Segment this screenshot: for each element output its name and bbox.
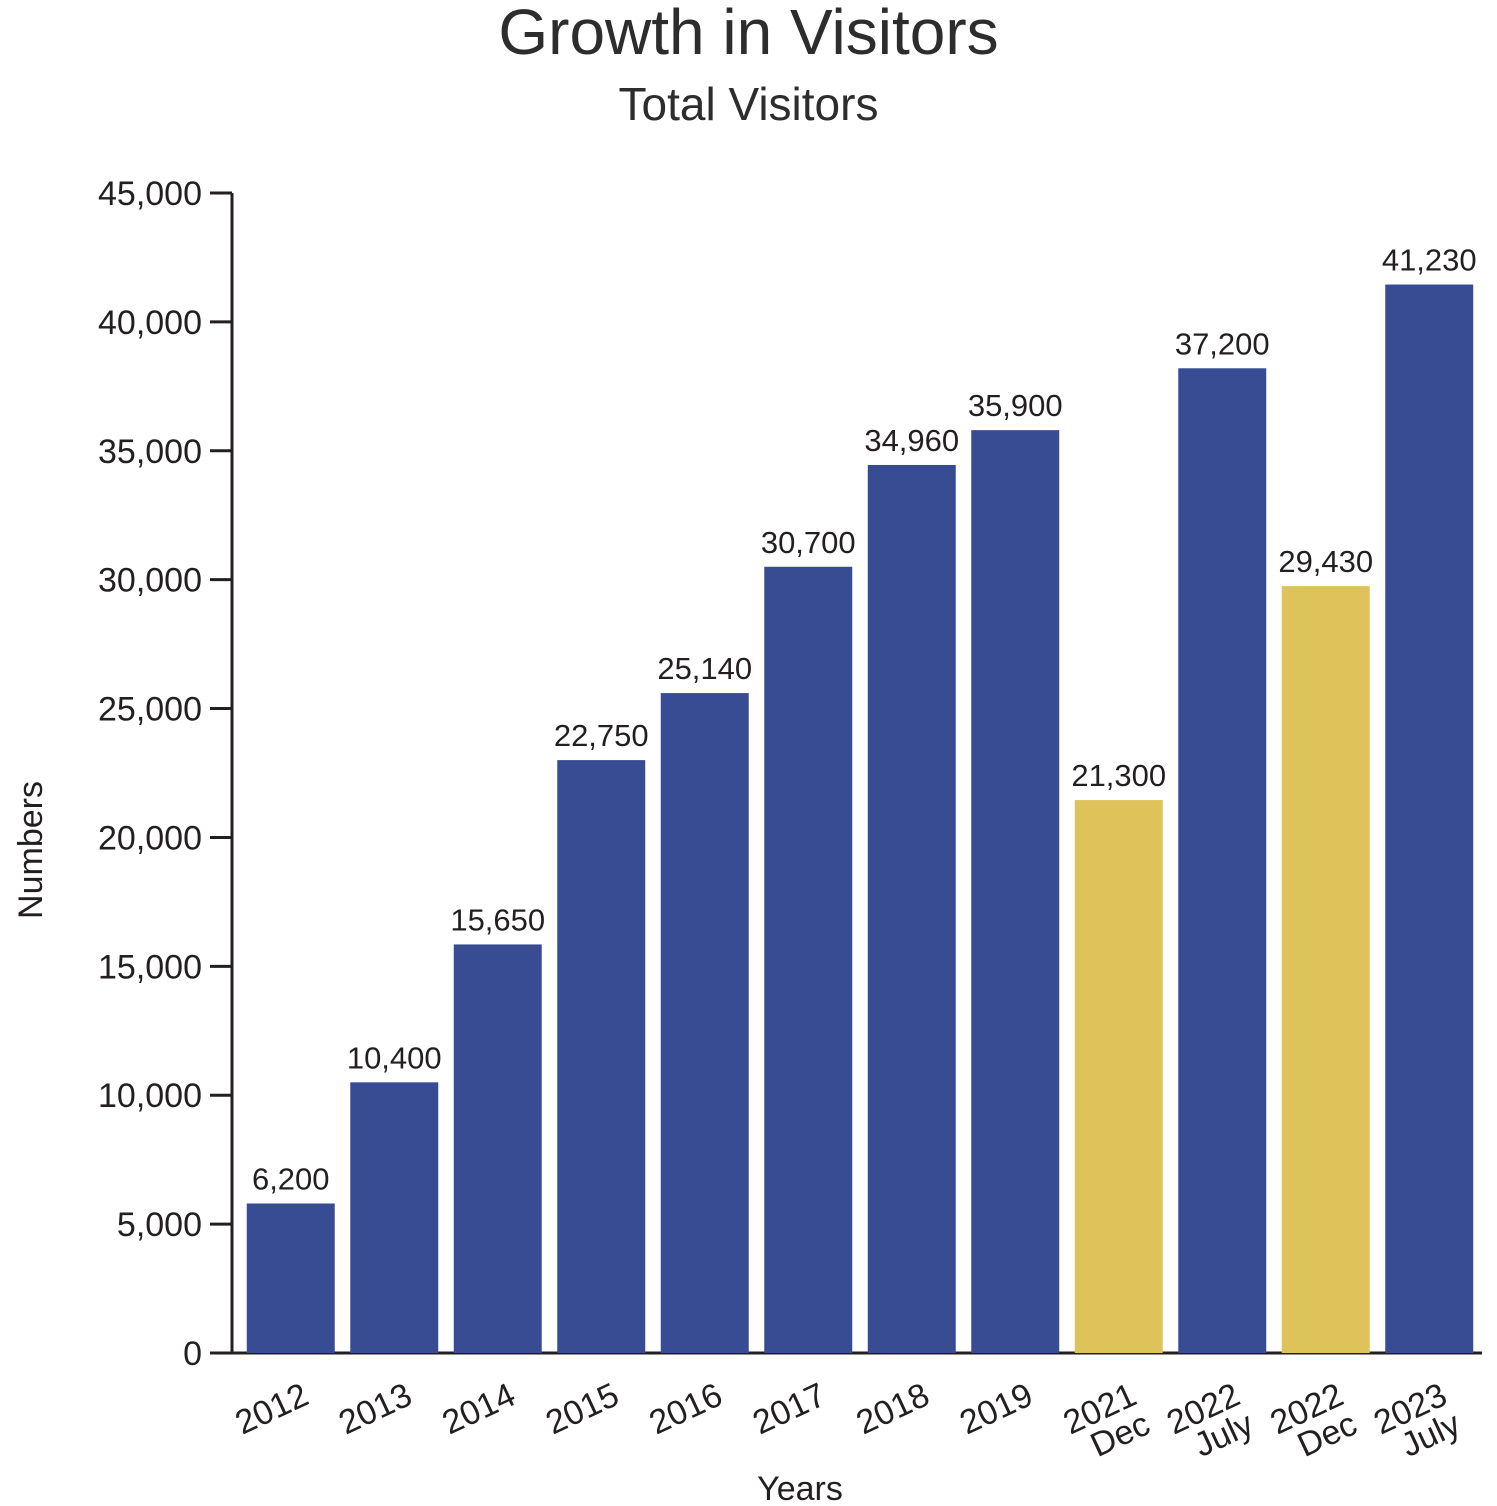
value-label: 25,140 [657,651,752,686]
value-label: 22,750 [554,718,649,753]
x-category-label-line: 2013 [333,1376,418,1442]
value-label: 30,700 [761,525,856,560]
x-category-label: 2014 [437,1376,522,1442]
x-category-label: 2019 [954,1376,1039,1442]
x-category-label-line: 2014 [437,1376,522,1442]
x-category-label-line: 2015 [540,1376,625,1442]
x-category-label: 2016 [644,1376,729,1442]
bar [1281,586,1370,1353]
value-label: 41,230 [1382,243,1477,278]
bar [764,566,853,1353]
x-category-label-line: 2019 [954,1376,1039,1442]
x-category-label: 2018 [851,1376,936,1442]
bar [246,1203,335,1353]
value-label: 15,650 [450,902,545,937]
value-label: 29,430 [1278,544,1373,579]
bar [557,760,646,1353]
bar [867,464,956,1353]
y-tick-label: 40,000 [98,304,202,342]
bar [1178,368,1267,1353]
y-axis-title: Numbers [12,781,50,919]
x-category-label: 2015 [540,1376,625,1442]
bars [246,284,1474,1354]
value-label: 10,400 [347,1040,442,1075]
bar [1074,800,1163,1353]
y-tick-label: 35,000 [98,433,202,471]
value-label: 35,900 [968,388,1063,423]
y-tick-label: 0 [183,1335,202,1373]
value-label: 37,200 [1175,326,1270,361]
y-tick-label: 45,000 [98,175,202,213]
axes [230,193,1482,1355]
chart-title: Growth in Visitors [498,0,999,68]
chart-subtitle: Total Visitors [618,78,879,130]
x-category-label: 2012 [230,1376,315,1442]
bar [660,693,749,1353]
y-tick-label: 25,000 [98,691,202,729]
x-category-label-line: 2018 [851,1376,936,1442]
bar [971,430,1060,1354]
value-label: 34,960 [864,423,959,458]
x-category-label-line: 2012 [230,1376,315,1442]
y-tick-label: 15,000 [98,948,202,986]
y-tick-label: 5,000 [117,1206,202,1244]
value-label: 21,300 [1071,758,1166,793]
bar [350,1082,439,1353]
value-label: 6,200 [252,1161,330,1196]
x-category-label-line: 2017 [747,1376,832,1442]
y-ticks: 0 5,000 10,000 15,000 20,000 25,000 30,000 35,0… [98,175,232,1373]
x-axis-title: Years [757,1470,843,1506]
bar [453,944,542,1353]
bar [1385,284,1474,1353]
y-tick-label: 20,000 [98,819,202,857]
x-category-label-line: 2016 [644,1376,729,1442]
y-tick-label: 30,000 [98,562,202,600]
y-tick-label: 10,000 [98,1077,202,1115]
x-category-label: 2013 [333,1376,418,1442]
x-category-label: 2017 [747,1376,832,1442]
